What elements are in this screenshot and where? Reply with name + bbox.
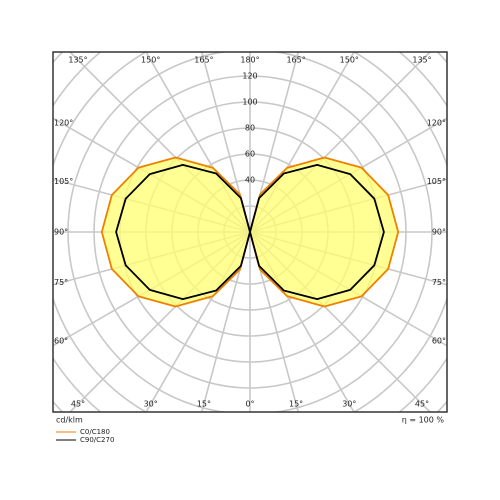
angle-label: 165° [194, 56, 213, 65]
r-tick-label: 80 [245, 124, 255, 133]
r-tick-label: 120 [242, 72, 257, 81]
angle-label: 15° [289, 400, 303, 409]
angle-label: 15° [197, 400, 211, 409]
r-tick-label: 60 [245, 150, 255, 159]
angle-label: 75° [54, 278, 68, 287]
angle-label: 120° [54, 118, 73, 127]
angle-label: 105° [427, 177, 446, 186]
angle-label: 135° [412, 56, 431, 65]
angle-label: 180° [240, 56, 259, 65]
angle-label: 60° [432, 337, 446, 346]
legend-label: C0/C180 [80, 428, 110, 436]
angle-label: 45° [415, 400, 429, 409]
angle-label: 60° [54, 337, 68, 346]
legend-label: C90/C270 [80, 436, 114, 444]
angle-label: 30° [144, 400, 158, 409]
angle-label: 105° [54, 177, 73, 186]
angle-label: 90° [432, 228, 446, 237]
angle-label: 90° [54, 228, 68, 237]
angle-label: 135° [68, 56, 87, 65]
angle-label: 165° [286, 56, 305, 65]
intensity-curve [249, 164, 385, 300]
unit-label: cd/klm [56, 416, 83, 425]
angle-label: 150° [141, 56, 160, 65]
angle-label: 120° [427, 118, 446, 127]
intensity-curve [100, 156, 251, 308]
angle-label: 30° [342, 400, 356, 409]
angle-label: 150° [340, 56, 359, 65]
intensity-curve [115, 164, 251, 300]
angle-label: 75° [432, 278, 446, 287]
efficiency-label: η = 100 % [402, 416, 445, 425]
frame [52, 51, 448, 413]
angle-label: 45° [71, 400, 85, 409]
angle-label: 0° [245, 400, 254, 409]
intensity-curve [249, 156, 400, 308]
r-tick-label: 40 [245, 176, 255, 185]
r-tick-label: 100 [242, 98, 257, 107]
